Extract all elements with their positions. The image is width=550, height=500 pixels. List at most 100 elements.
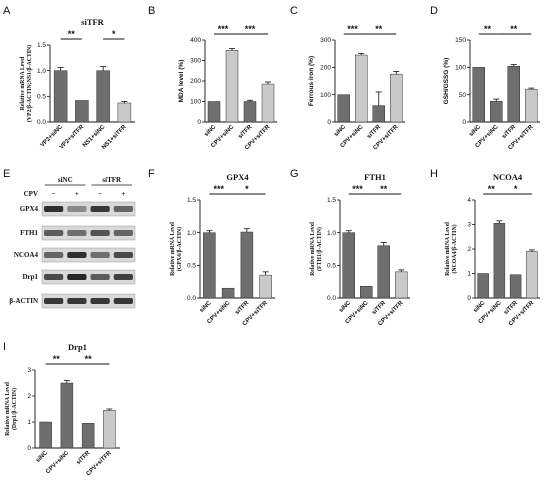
- chart-d-category-label: siNC: [468, 124, 482, 138]
- chart-c-tick-label: 200: [320, 65, 331, 72]
- chart-c-y-label: Ferrous iron (%): [308, 56, 315, 106]
- chart-h-title: NCOA4: [493, 172, 523, 182]
- chart-f-tick-label: 0.0: [187, 295, 196, 302]
- wb-protein-label: NCOA4: [14, 251, 39, 259]
- chart-g-title: FTH1: [364, 172, 386, 182]
- chart-g-tick-label: 0.5: [327, 263, 336, 270]
- chart-h-tick-label: 3: [467, 222, 471, 229]
- chart-c-category-label: siNC: [333, 124, 347, 138]
- wb-treatment-sign: +: [121, 190, 125, 198]
- wb-band: [44, 206, 64, 212]
- wb-band: [67, 274, 87, 280]
- chart-i-bar: [39, 421, 52, 449]
- chart-a-tick-label: 1.5: [37, 42, 46, 49]
- panel-letter-a: A: [3, 5, 11, 17]
- chart-i-tick-label: 0: [27, 445, 31, 452]
- wb-band: [113, 252, 133, 258]
- chart-f-bar: [221, 287, 235, 299]
- chart-d-bar: [507, 65, 520, 123]
- chart-b-tick-label: 400: [190, 37, 201, 44]
- wb-band: [113, 206, 133, 212]
- wb-blot-strip: [41, 201, 136, 217]
- panel-letter-c: C: [290, 5, 298, 17]
- chart-h-tick-label: 2: [467, 246, 471, 253]
- wb-band: [113, 298, 133, 304]
- wb-blot-strip: [41, 269, 136, 285]
- chart-g-bar: [395, 271, 408, 299]
- wb-band: [90, 230, 110, 236]
- chart-i-tick-label: 1: [27, 419, 31, 426]
- chart-c-bar: [372, 105, 385, 123]
- wb-band: [113, 274, 133, 280]
- wb-protein-label: GPX4: [20, 205, 39, 213]
- chart-h: NCOA4 0 1 2 3 4 Relative mRNA Level(NCOA4/β-AC…: [445, 172, 540, 327]
- chart-c-tick-label: 100: [320, 92, 331, 99]
- chart-f-category-label: siTFR: [234, 300, 250, 316]
- chart-b-bar: [261, 83, 275, 123]
- chart-c-bar: [337, 94, 350, 123]
- chart-f-category-label: siNC: [199, 300, 213, 314]
- chart-a-y-label: Relative mRNA Level(VP2/β-ACTIN;NS1/β-AC…: [20, 45, 33, 122]
- chart-f-significance-label: ***: [213, 184, 224, 194]
- chart-h-category-label: siNC: [473, 300, 487, 314]
- chart-g-bar: [360, 285, 373, 299]
- wb-blot-strip: [41, 247, 136, 263]
- chart-b-tick-label: 100: [190, 99, 201, 106]
- chart-d-tick-label: 50: [459, 92, 467, 99]
- chart-h-tick-label: 1: [467, 271, 471, 278]
- chart-b-tick-label: 200: [190, 78, 201, 85]
- wb-treatment-sign: −: [52, 190, 56, 198]
- chart-g-significance-label: **: [380, 184, 388, 194]
- chart-f-title: GPX4: [226, 172, 249, 182]
- chart-f-significance-label: *: [245, 184, 249, 194]
- chart-a-title: siTFR: [81, 17, 105, 27]
- panel-letter-e: E: [3, 168, 10, 180]
- panel-letter-h: H: [430, 168, 438, 180]
- chart-d-tick-label: 0: [462, 119, 466, 126]
- chart-b-y-label: MDA level (%): [178, 60, 185, 103]
- chart-a-bar: [53, 70, 68, 123]
- chart-b-category-label: siTFR: [237, 124, 253, 140]
- chart-b-category-label: siNC: [204, 124, 218, 138]
- chart-f-bar: [240, 231, 254, 299]
- chart-d-significance-label: **: [484, 24, 492, 34]
- chart-f: GPX4 0.0 0.5 1.0 1.5 Relative mRNA Level(GPX4…: [170, 172, 275, 327]
- wb-band: [90, 298, 110, 304]
- wb-band: [44, 274, 64, 280]
- chart-g-significance-label: ***: [352, 184, 363, 194]
- chart-g-category-label: siTFR: [371, 300, 387, 316]
- chart-a-significance-label: *: [112, 29, 116, 39]
- chart-b-tick-label: 0: [197, 119, 201, 126]
- chart-i-bar: [60, 382, 74, 449]
- chart-h-significance-label: **: [488, 184, 496, 194]
- wb-band: [67, 298, 87, 304]
- chart-a-bar: [96, 70, 110, 123]
- chart-f-bar: [203, 232, 216, 299]
- chart-d-tick-label: 150: [455, 37, 466, 44]
- chart-b-significance-label: ***: [245, 24, 256, 34]
- chart-i-significance-label: **: [85, 354, 93, 364]
- chart-i-tick-label: 2: [27, 393, 31, 400]
- chart-g-tick-label: 0.0: [327, 295, 336, 302]
- chart-h-bar: [526, 251, 538, 299]
- wb-band: [44, 252, 64, 258]
- chart-d-y-label: GSH/GSSG (%): [443, 58, 450, 105]
- chart-g-tick-label: 1.5: [327, 197, 336, 204]
- wb-band: [67, 252, 87, 258]
- chart-d-category-label: siTFR: [501, 124, 517, 140]
- chart-d-bar: [525, 88, 538, 123]
- chart-i-category-label: CPV+siNC: [45, 450, 71, 476]
- wb-treatment-sign: +: [75, 190, 79, 198]
- chart-b-tick-label: 300: [190, 58, 201, 65]
- chart-f-tick-label: 1.5: [187, 197, 196, 204]
- chart-i-category-label: siNC: [35, 450, 49, 464]
- chart-b-significance-label: ***: [218, 24, 229, 34]
- wb-band: [90, 252, 110, 258]
- chart-f-y-label: Relative mRNA Level(GPX4/β-ACTIN): [170, 222, 183, 276]
- chart-b-bar: [225, 50, 239, 123]
- chart-c-category-label: siTFR: [366, 124, 382, 140]
